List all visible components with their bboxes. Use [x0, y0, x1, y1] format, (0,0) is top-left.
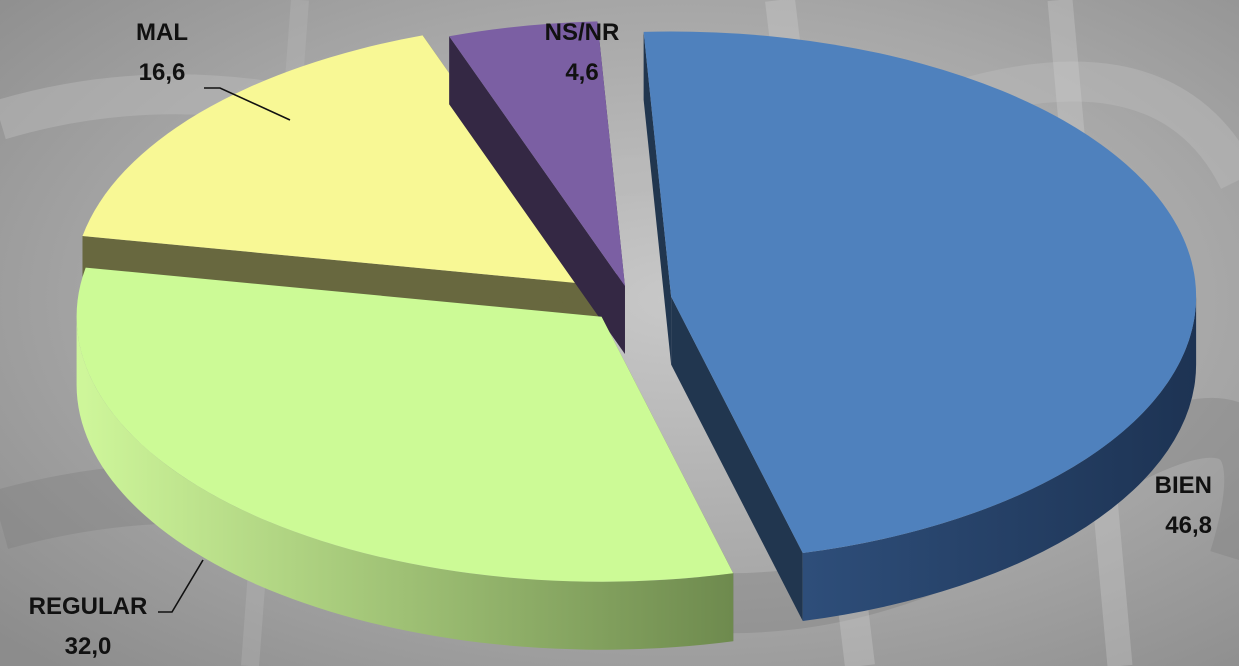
pie-slice-nsnr: [449, 21, 625, 354]
slice-value-regular: 32,0: [65, 633, 112, 660]
leader-line-regular: [158, 559, 204, 613]
slice-value-mal: 16,6: [139, 59, 186, 86]
slice-value-nsnr: 4,6: [565, 59, 598, 86]
slice-label-regular: REGULAR: [29, 593, 148, 620]
leader-line-mal: [204, 87, 291, 121]
pie-slice-regular: [76, 267, 734, 650]
slice-label-mal: MAL: [136, 19, 188, 46]
slice-value-bien: 46,8: [1165, 512, 1212, 539]
slice-label-bien: BIEN: [1155, 472, 1212, 499]
slice-label-nsnr: NS/NR: [545, 19, 620, 46]
pie-slice-bien: [643, 31, 1197, 622]
